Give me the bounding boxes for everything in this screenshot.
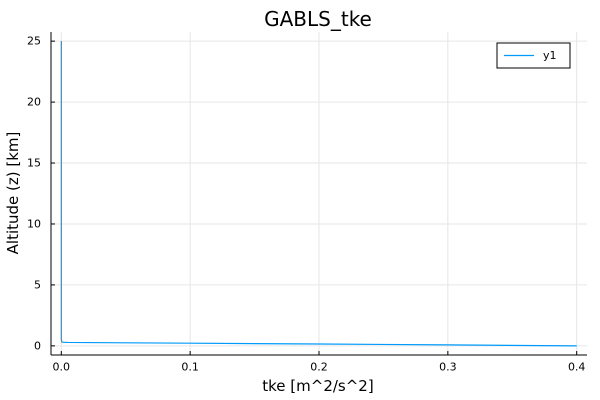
y-tick-label: 5 (34, 278, 41, 291)
y-tick-label: 20 (27, 96, 41, 109)
series-layer (60, 41, 577, 347)
x-tick-label: 0.4 (568, 361, 586, 374)
x-tick-label: 0.1 (181, 361, 199, 374)
legend: y1 (496, 42, 571, 69)
legend-label: y1 (543, 49, 557, 62)
ticks: 0.0 0.1 0.2 0.3 0.4 0 5 10 15 20 25 (27, 35, 585, 374)
y-tick-label: 10 (27, 217, 41, 230)
y-tick-label: 0 (34, 339, 41, 352)
y-tick-label: 15 (27, 157, 41, 170)
y-tick-label: 25 (27, 35, 41, 48)
x-tick-label: 0.0 (53, 361, 71, 374)
series-line (60, 41, 577, 347)
x-tick-label: 0.2 (310, 361, 328, 374)
y-axis-label: Altitude (z) [km] (4, 132, 22, 255)
grid (51, 32, 587, 355)
chart-title: GABLS_tke (264, 7, 372, 31)
x-axis-label: tke [m^2/s^2] (262, 377, 373, 395)
x-tick-label: 0.3 (439, 361, 457, 374)
